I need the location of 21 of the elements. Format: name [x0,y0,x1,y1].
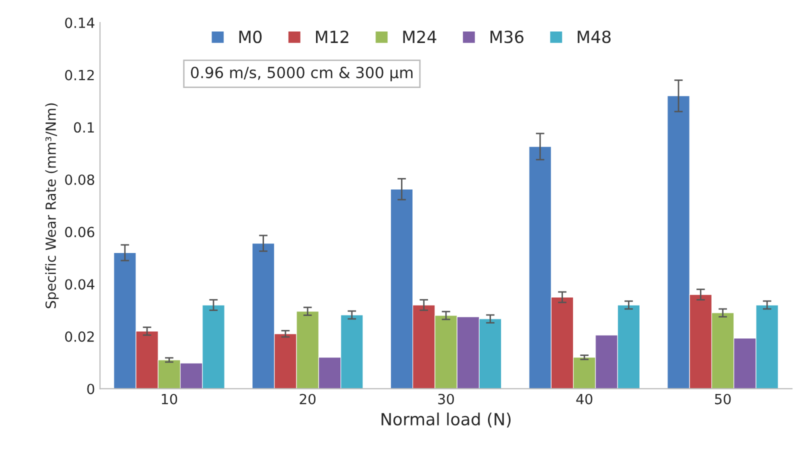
x-axis-title: Normal load (N) [382,412,511,428]
legend-label: M24 [403,30,436,43]
y-tick-label: 0.14 [65,18,94,28]
legend-label: M0 [239,30,262,44]
y-tick-label: 0.04 [65,279,94,290]
legend-label: M48 [578,30,611,44]
y-tick-label: 0.12 [65,70,94,80]
y-tick-label: 0.08 [65,174,94,185]
y-tick-label: 0.1 [74,122,94,133]
y-tick-label: 0.06 [65,226,94,238]
legend-label: M12 [316,30,348,43]
y-axis-title: Specific Wear Rate (mm³/Nm) [45,103,59,308]
legend-label: M36 [490,30,524,44]
y-tick-label: 0 [87,384,94,394]
x-tick-label: 20 [300,394,316,404]
x-tick-label: 10 [162,394,178,404]
x-tick-label: 50 [715,394,731,404]
annotation: 0.96 m/s, 5000 cm & 300 µm [190,66,413,82]
x-tick-label: 40 [576,394,592,404]
x-tick-label: 30 [438,394,454,404]
y-tick-label: 0.02 [65,331,94,342]
